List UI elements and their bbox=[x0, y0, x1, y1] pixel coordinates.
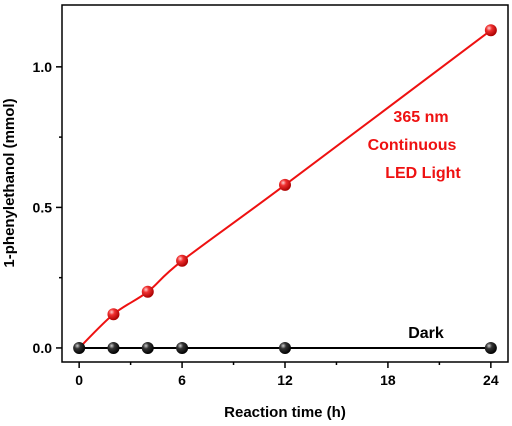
x-axis-title: Reaction time (h) bbox=[224, 404, 346, 421]
x-tick-label: 24 bbox=[483, 372, 499, 388]
light-series-point bbox=[484, 24, 497, 37]
dark-annotation: Dark bbox=[408, 325, 444, 342]
y-axis-title: 1-phenylethanol (mmol) bbox=[1, 98, 18, 267]
dark-series-point bbox=[141, 341, 154, 354]
x-tick-label: 18 bbox=[380, 372, 396, 388]
dark-series-point bbox=[73, 341, 86, 354]
light-series-point bbox=[176, 254, 189, 267]
light-annotation-line2: Continuous bbox=[368, 137, 457, 154]
dark-series-point bbox=[484, 341, 497, 354]
light-series-point bbox=[141, 285, 154, 298]
y-tick-label: 0.5 bbox=[33, 199, 53, 215]
dark-series-point bbox=[107, 341, 120, 354]
light-series-point bbox=[279, 178, 291, 191]
y-tick-label: 1.0 bbox=[33, 59, 53, 75]
dark-series-point bbox=[279, 341, 291, 354]
y-tick-label: 0.0 bbox=[33, 340, 53, 356]
y-axis: 0.0 0.5 1.0 bbox=[33, 59, 62, 356]
x-tick-label: 0 bbox=[75, 372, 83, 388]
light-annotation-line3: LED Light bbox=[385, 165, 461, 182]
light-series-point bbox=[107, 308, 120, 321]
light-annotation-line1: 365 nm bbox=[393, 109, 448, 126]
x-tick-label: 6 bbox=[178, 372, 186, 388]
x-axis: 0 6 12 18 24 bbox=[75, 362, 499, 388]
series-points bbox=[73, 24, 497, 354]
dark-series-point bbox=[176, 341, 189, 354]
x-tick-label: 12 bbox=[277, 372, 293, 388]
